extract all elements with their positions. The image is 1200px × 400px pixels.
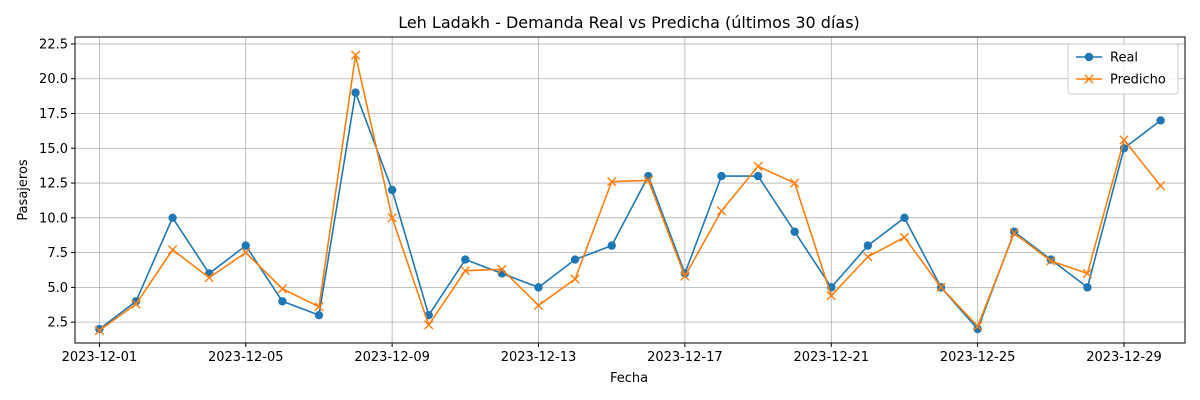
data-point [790,227,799,236]
data-point [863,252,873,262]
y-tick-label: 5.0 [47,281,68,296]
data-point [644,171,653,181]
data-point [936,282,946,293]
data-point [973,324,982,334]
chart-title: Leh Ladakh - Demanda Real vs Predicha (ú… [398,13,860,32]
legend-marker [1084,52,1094,62]
data-point [314,302,324,312]
data-point [460,265,471,276]
plot-frame [74,36,1186,344]
data-point [241,247,251,258]
data-point [899,232,910,242]
y-tick-label: 7.5 [47,246,68,261]
legend: Real Predicho [1067,43,1179,95]
data-point [863,241,873,250]
legend-marker [1084,74,1094,84]
y-tick-label: 17.5 [39,107,68,122]
data-point [387,213,397,223]
data-point [277,284,288,294]
data-point [461,255,470,264]
data-point [350,50,361,60]
legend-label: Predicho [1110,73,1166,88]
data-point [533,300,544,311]
data-point [1082,268,1093,279]
data-point [570,255,580,264]
data-point [95,324,104,334]
x-tick-label: 2023-12-21 [793,350,869,365]
legend-item-real: Real [1076,51,1138,66]
data-point [168,213,177,223]
data-point [167,245,178,255]
series-line [98,54,1162,332]
y-tick-label: 12.5 [39,177,68,192]
data-point [1083,283,1092,292]
data-point [826,291,836,301]
y-axis-ticks: 2.5 5.0 7.5 10.0 12.5 15.0 17.5 20.0 22.5 [39,37,75,331]
data-point [387,185,397,195]
y-tick-label: 20.0 [39,72,68,87]
data-point [1046,256,1056,266]
data-point [131,299,141,309]
x-tick-label: 2023-12-17 [647,350,723,365]
x-axis-ticks: 2023-12-01 2023-12-05 2023-12-09 2023-12-13… [62,343,1162,365]
y-tick-label: 10.0 [39,211,68,226]
series-line [98,91,1162,330]
data-point [1119,135,1129,145]
data-point [717,171,726,181]
series-predicho [94,50,1166,336]
x-tick-label: 2023-12-05 [208,350,284,365]
data-point [753,171,763,181]
y-tick-label: 15.0 [39,142,68,157]
data-point [497,269,507,278]
series-layer [94,50,1166,336]
grid [75,37,1185,343]
x-tick-label: 2023-12-09 [354,350,430,365]
data-point [241,241,250,250]
data-point [570,274,580,284]
data-point [789,178,800,188]
x-tick-label: 2023-12-29 [1086,350,1162,365]
data-point [643,175,653,185]
series-real [95,88,1165,334]
data-point [497,264,507,274]
data-point [753,161,763,172]
data-point [607,176,617,187]
y-tick-label: 22.5 [39,37,68,52]
x-axis-label: Fecha [610,371,648,386]
data-point [278,297,287,306]
y-tick-label: 2.5 [47,316,68,331]
data-point [1155,181,1166,191]
data-point [716,206,727,216]
x-tick-label: 2023-12-13 [501,350,577,365]
data-point [680,271,690,281]
legend-label: Real [1110,51,1138,66]
data-point [351,88,360,97]
data-point [424,320,434,330]
legend-item-predicho: Predicho [1076,73,1166,88]
data-point [314,310,324,320]
data-point [972,321,983,332]
data-point [131,297,141,306]
data-point [94,325,105,336]
data-point [900,213,909,223]
data-point [204,272,214,283]
data-point [534,283,543,292]
data-point [1009,228,1019,238]
x-tick-label: 2023-12-01 [62,350,138,365]
x-tick-label: 2023-12-25 [940,350,1016,365]
data-point [607,241,616,250]
data-point [1156,116,1165,125]
y-axis-label: Pasajeros [16,159,31,221]
